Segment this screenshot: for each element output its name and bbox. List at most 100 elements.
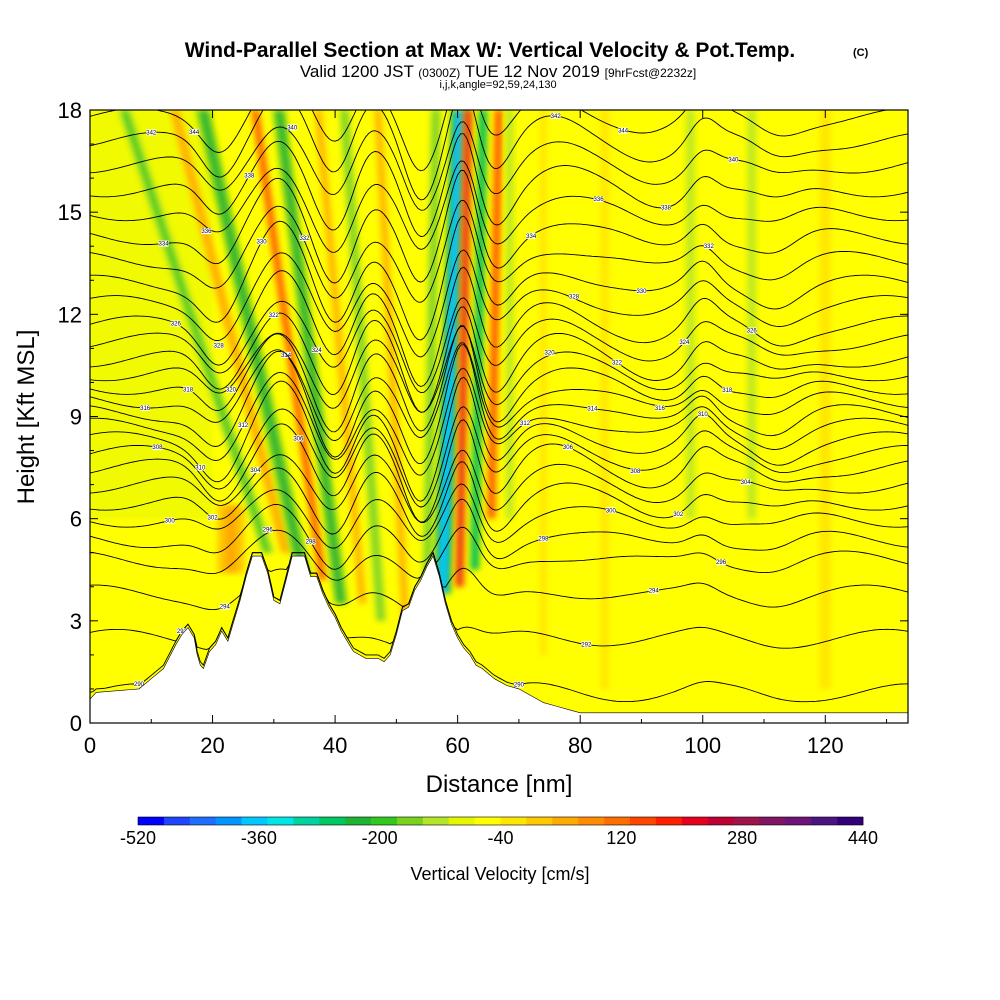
contour-label-bg — [673, 510, 684, 517]
contour-label: 300 — [165, 519, 176, 525]
contour-label-bg — [630, 468, 641, 475]
contour-label: 338 — [661, 205, 672, 211]
w-feature — [117, 110, 275, 553]
contour-label-bg — [225, 386, 236, 393]
contour-label: 332 — [704, 244, 715, 250]
w-feature — [338, 110, 387, 621]
colorbar-tick-label: -40 — [487, 828, 513, 848]
w-feature-core — [438, 110, 464, 594]
contour-label-bg — [287, 124, 298, 131]
colorbar-swatch — [215, 817, 242, 825]
w-feature — [813, 110, 838, 689]
colorbar-swatch — [759, 817, 786, 825]
contour-label: 308 — [152, 445, 163, 451]
contour-label: 328 — [214, 343, 225, 349]
contour-label-bg — [305, 538, 316, 545]
x-axis-label: Distance [nm] — [426, 771, 573, 798]
w-feature-core — [472, 110, 486, 570]
contour-label: 302 — [208, 515, 219, 521]
colorbar-swatch — [448, 817, 475, 825]
contour-label: 296 — [263, 528, 274, 534]
theta-contour — [90, 306, 908, 413]
colorbar-frame — [137, 816, 864, 826]
subtitle-utc-time: (0300Z) — [418, 66, 460, 80]
theta-contour — [90, 297, 908, 394]
contour-label-bg — [654, 404, 665, 411]
w-feature-core — [315, 110, 366, 604]
contour-label-bg — [238, 422, 249, 429]
contour-label: 322 — [269, 313, 280, 319]
contour-label: 320 — [545, 351, 556, 357]
w-feature — [485, 110, 505, 519]
theta-contour — [90, 498, 908, 570]
colorbar-tick-label: 120 — [606, 828, 636, 848]
w-feature — [372, 110, 412, 621]
colorbar-tick-label: 280 — [727, 828, 757, 848]
y-tick-label: 15 — [58, 200, 82, 225]
theta-contour — [90, 376, 908, 502]
theta-contour — [90, 461, 908, 537]
contour-label: 324 — [679, 340, 690, 346]
colorbar-swatch — [578, 817, 605, 825]
contour-label-bg — [195, 464, 206, 471]
contour-label: 322 — [612, 360, 623, 366]
contour-label-bg — [281, 351, 292, 358]
y-tick-label: 9 — [70, 405, 82, 430]
subtitle-forecast: [9hrFcst@2232z] — [605, 66, 697, 80]
contour-label-bg — [728, 156, 739, 163]
x-tick-label: 80 — [568, 733, 592, 758]
w-feature — [504, 110, 516, 519]
theta-contour — [90, 551, 908, 650]
w-feature — [536, 110, 551, 655]
contour-label-bg — [679, 338, 690, 345]
contour-label: 298 — [538, 537, 549, 543]
contour-label-bg — [587, 405, 598, 412]
theta-contour — [90, 249, 908, 358]
contour-label-bg — [716, 559, 727, 566]
subtitle-valid-time: Valid 1200 JST — [300, 62, 414, 81]
colorbar-swatch — [837, 817, 864, 825]
contour-label-bg — [170, 320, 181, 327]
w-feature-core — [375, 110, 409, 621]
contour-label-bg — [611, 359, 622, 366]
theta-contour — [90, 110, 908, 201]
contour-label-bg — [213, 342, 224, 349]
contour-label: 314 — [587, 407, 598, 413]
theta-contour — [90, 449, 908, 523]
contour-label: 314 — [281, 353, 292, 359]
w-feature-core — [121, 110, 271, 553]
colorbar-tick-label: -520 — [120, 828, 156, 848]
contour-label-bg — [538, 535, 549, 542]
contour-label-bg — [697, 411, 708, 418]
w-feature — [217, 505, 245, 574]
contour-label: 312 — [520, 421, 531, 427]
theta-contour — [90, 133, 908, 238]
contour-label-bg — [722, 387, 733, 394]
contour-label: 318 — [183, 387, 194, 393]
w-feature-core — [224, 505, 237, 574]
colorbar-tick-label: -360 — [241, 828, 277, 848]
contour-label-bg — [244, 172, 255, 179]
contour-label-bg — [299, 234, 310, 241]
theta-contour — [90, 266, 908, 387]
x-tick-label: 20 — [200, 733, 224, 758]
colorbar-swatch — [552, 817, 579, 825]
colorbar-swatch — [785, 817, 812, 825]
chart-title: Wind-Parallel Section at Max W: Vertical… — [185, 39, 796, 62]
contour-label: 294 — [220, 605, 231, 611]
theta-contour — [90, 342, 908, 442]
colorbar-swatch — [681, 817, 708, 825]
w-feature — [453, 110, 474, 587]
contour-label-bg — [660, 204, 671, 211]
contour-label: 336 — [594, 197, 605, 203]
w-feature — [684, 110, 697, 519]
contour-label-bg — [544, 349, 555, 356]
contour-label: 306 — [563, 445, 574, 451]
contour-label-bg — [268, 312, 279, 319]
contour-label-bg — [593, 196, 604, 203]
chart-subtitle: Valid 1200 JST (0300Z) TUE 12 Nov 2019 [… — [300, 62, 696, 81]
contour-label: 302 — [673, 512, 684, 518]
colorbar-swatch — [319, 817, 346, 825]
contour-label: 340 — [728, 158, 739, 164]
y-tick-label: 6 — [70, 507, 82, 532]
